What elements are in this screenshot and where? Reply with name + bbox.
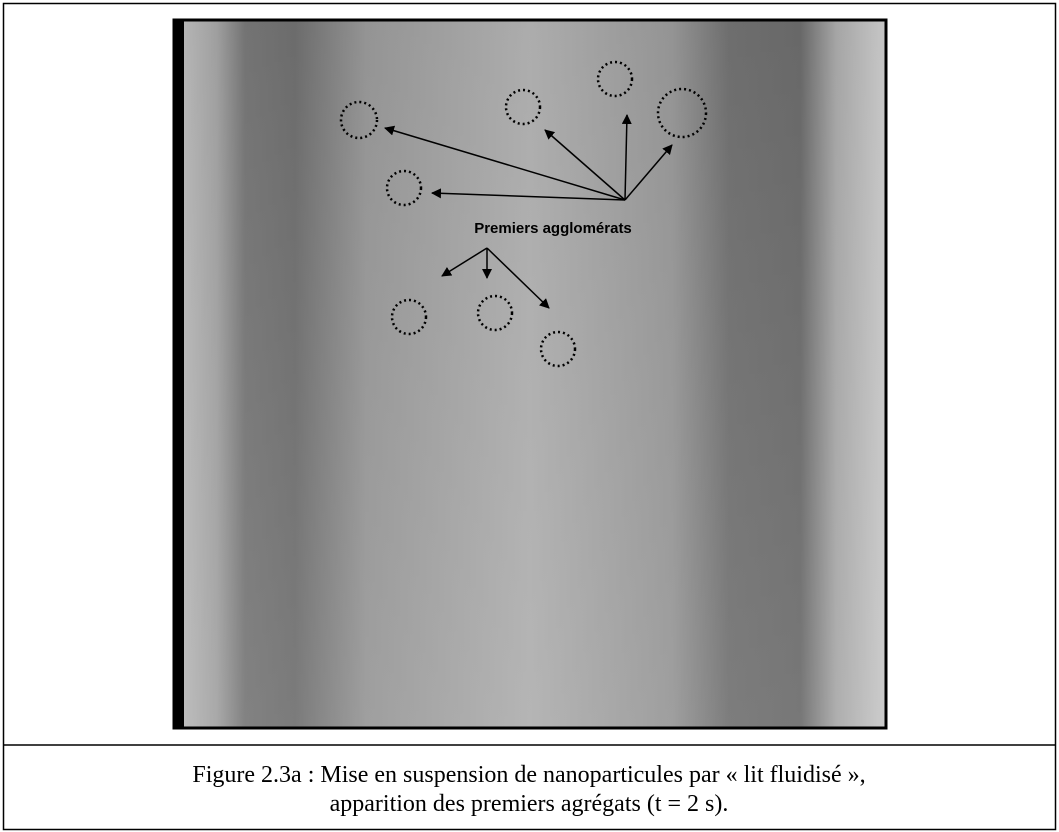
arrows	[384, 114, 673, 309]
caption-line: Figure 2.3a : Mise en suspension de nano…	[192, 762, 865, 788]
caption-line: apparition des premiers agrégats (t = 2 …	[330, 791, 729, 817]
photo	[172, 18, 888, 730]
circles	[339, 60, 708, 368]
annotation: Premiers agglomérats	[474, 220, 632, 237]
